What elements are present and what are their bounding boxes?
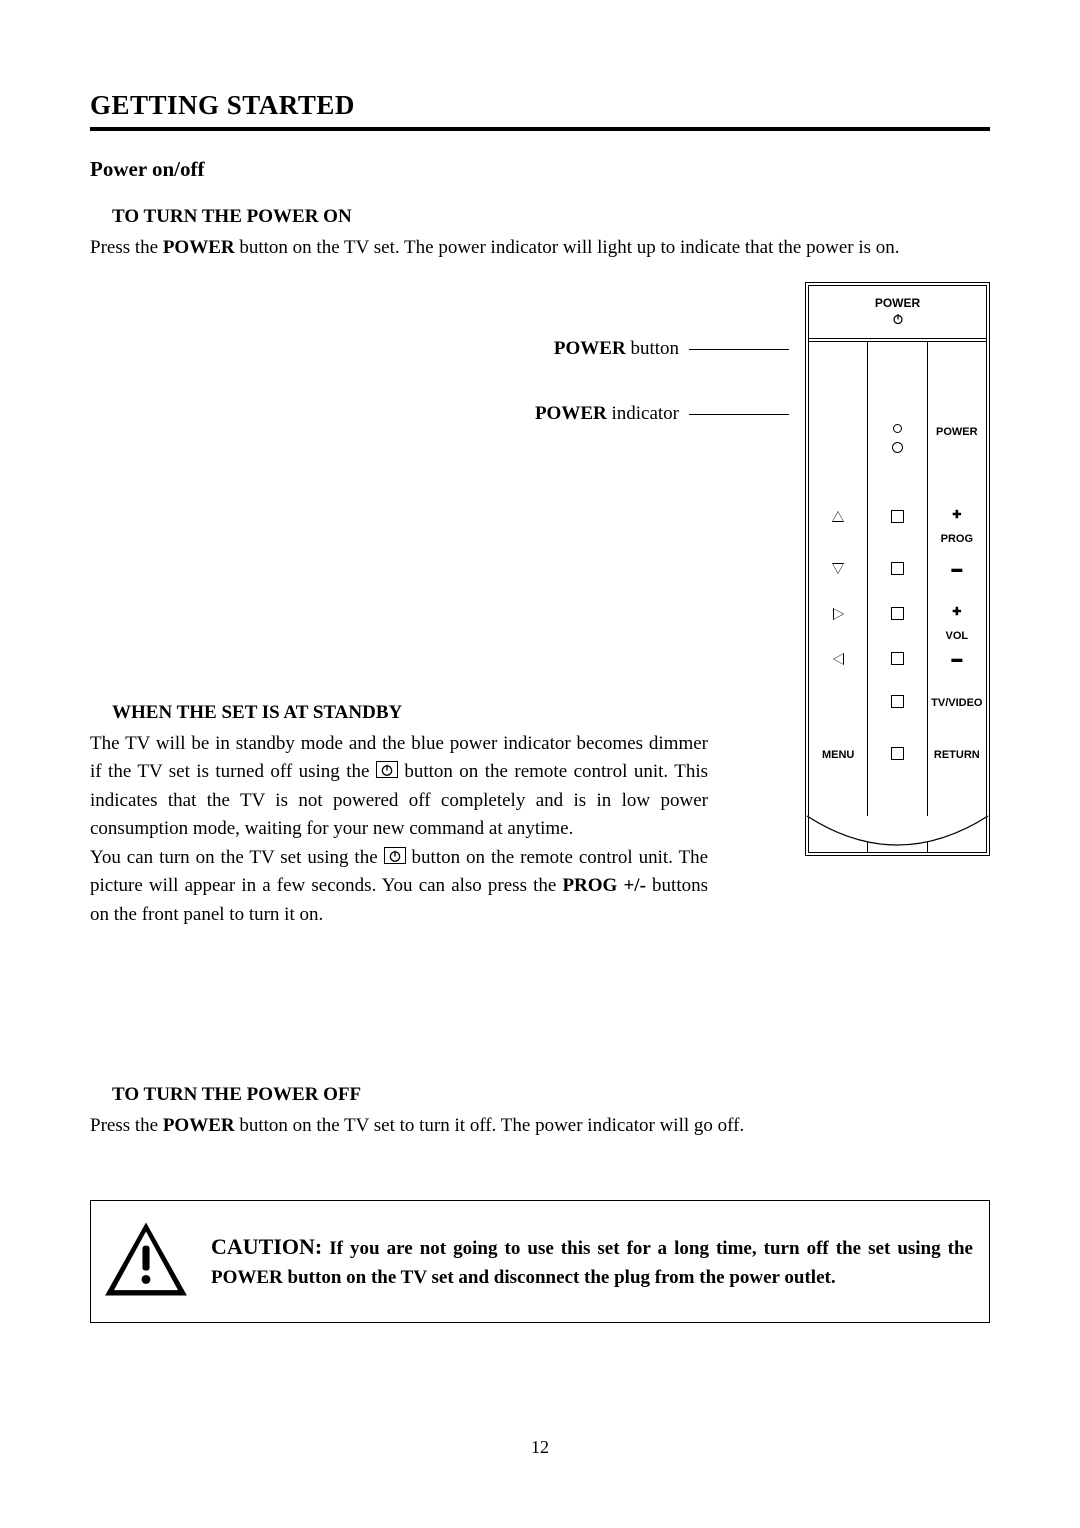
tv-panel-body: MENU POWER ✚ PROG ▬ ✚ VOL ▬ — [809, 342, 986, 852]
prog-label: PROG — [928, 534, 986, 545]
power-icon — [376, 761, 398, 778]
text: POWER — [535, 403, 607, 424]
callout-line — [689, 414, 789, 415]
standby-heading: WHEN THE SET IS AT STANDBY — [112, 702, 708, 724]
section-heading: Power on/off — [90, 157, 990, 182]
button-icon — [868, 562, 926, 575]
power-word: POWER — [163, 1115, 235, 1136]
return-label: RETURN — [928, 750, 986, 761]
tv-col-2 — [867, 342, 926, 852]
indicator-dot — [868, 442, 926, 453]
arrow-up-icon — [809, 512, 867, 521]
caution-text: CAUTION: If you are not going to use thi… — [211, 1230, 973, 1292]
left-column: POWER button POWER indicator WHEN THE SE… — [90, 282, 789, 930]
caution-lead: CAUTION: — [211, 1234, 322, 1259]
vol-label: VOL — [928, 631, 986, 642]
plus-icon: ✚ — [928, 607, 986, 618]
minus-icon: ▬ — [928, 654, 986, 665]
callout-power-button: POWER button — [554, 338, 679, 360]
warning-icon — [101, 1219, 191, 1304]
tv-col-3: POWER ✚ PROG ▬ ✚ VOL ▬ TV/VIDEO RETURN — [927, 342, 986, 852]
indicator-dot — [868, 424, 926, 433]
caution-box: CAUTION: If you are not going to use thi… — [90, 1200, 990, 1323]
text: indicator — [607, 403, 679, 424]
button-icon — [868, 695, 926, 708]
text: button on the TV set. The power indicato… — [235, 237, 900, 258]
prog-word: PROG — [562, 875, 617, 896]
text: button — [626, 338, 679, 359]
page-number: 12 — [0, 1437, 1080, 1458]
tvvideo-label: TV/VIDEO — [928, 698, 986, 709]
plus-minus: +/- — [617, 875, 652, 896]
menu-label: MENU — [809, 750, 867, 761]
tv-col-1: MENU — [809, 342, 867, 852]
power-off-block: TO TURN THE POWER OFF Press the POWER bu… — [90, 1084, 990, 1140]
power-on-heading: TO TURN THE POWER ON — [112, 206, 990, 228]
arrow-left-icon — [809, 654, 867, 664]
minus-icon: ▬ — [928, 564, 986, 575]
callout-power-indicator: POWER indicator — [535, 403, 679, 425]
arrow-right-icon — [809, 609, 867, 619]
standby-paragraph-2: You can turn on the TV set using the but… — [90, 844, 708, 930]
page-title: GETTING STARTED — [90, 90, 990, 127]
arrow-down-icon — [809, 564, 867, 573]
button-icon — [868, 747, 926, 760]
standby-block: WHEN THE SET IS AT STANDBY The TV will b… — [90, 702, 708, 930]
button-icon — [868, 607, 926, 620]
text: You can turn on the TV set using the — [90, 847, 384, 868]
power-label: POWER — [928, 427, 986, 438]
power-off-text: Press the POWER button on the TV set to … — [90, 1112, 990, 1140]
callout-line — [689, 349, 789, 350]
text: Press the — [90, 237, 163, 258]
text: Press the — [90, 1115, 163, 1136]
title-rule — [90, 127, 990, 131]
tv-top-power-label: POWER — [809, 296, 986, 310]
standby-paragraph-1: The TV will be in standby mode and the b… — [90, 730, 708, 844]
tv-panel-diagram: POWER MENU — [805, 282, 990, 856]
text: button on the TV set to turn it off. The… — [235, 1115, 745, 1136]
power-word: POWER — [163, 237, 235, 258]
caution-body: If you are not going to use this set for… — [211, 1238, 973, 1288]
content-row: POWER button POWER indicator WHEN THE SE… — [90, 282, 990, 930]
power-on-text: Press the POWER button on the TV set. Th… — [90, 234, 990, 262]
tv-top-power-icon — [809, 312, 986, 330]
button-icon — [868, 510, 926, 523]
button-icon — [868, 652, 926, 665]
power-icon — [384, 847, 406, 864]
text: POWER — [554, 338, 626, 359]
power-off-heading: TO TURN THE POWER OFF — [112, 1084, 990, 1106]
plus-icon: ✚ — [928, 510, 986, 521]
callout-block: POWER button POWER indicator — [90, 282, 789, 702]
